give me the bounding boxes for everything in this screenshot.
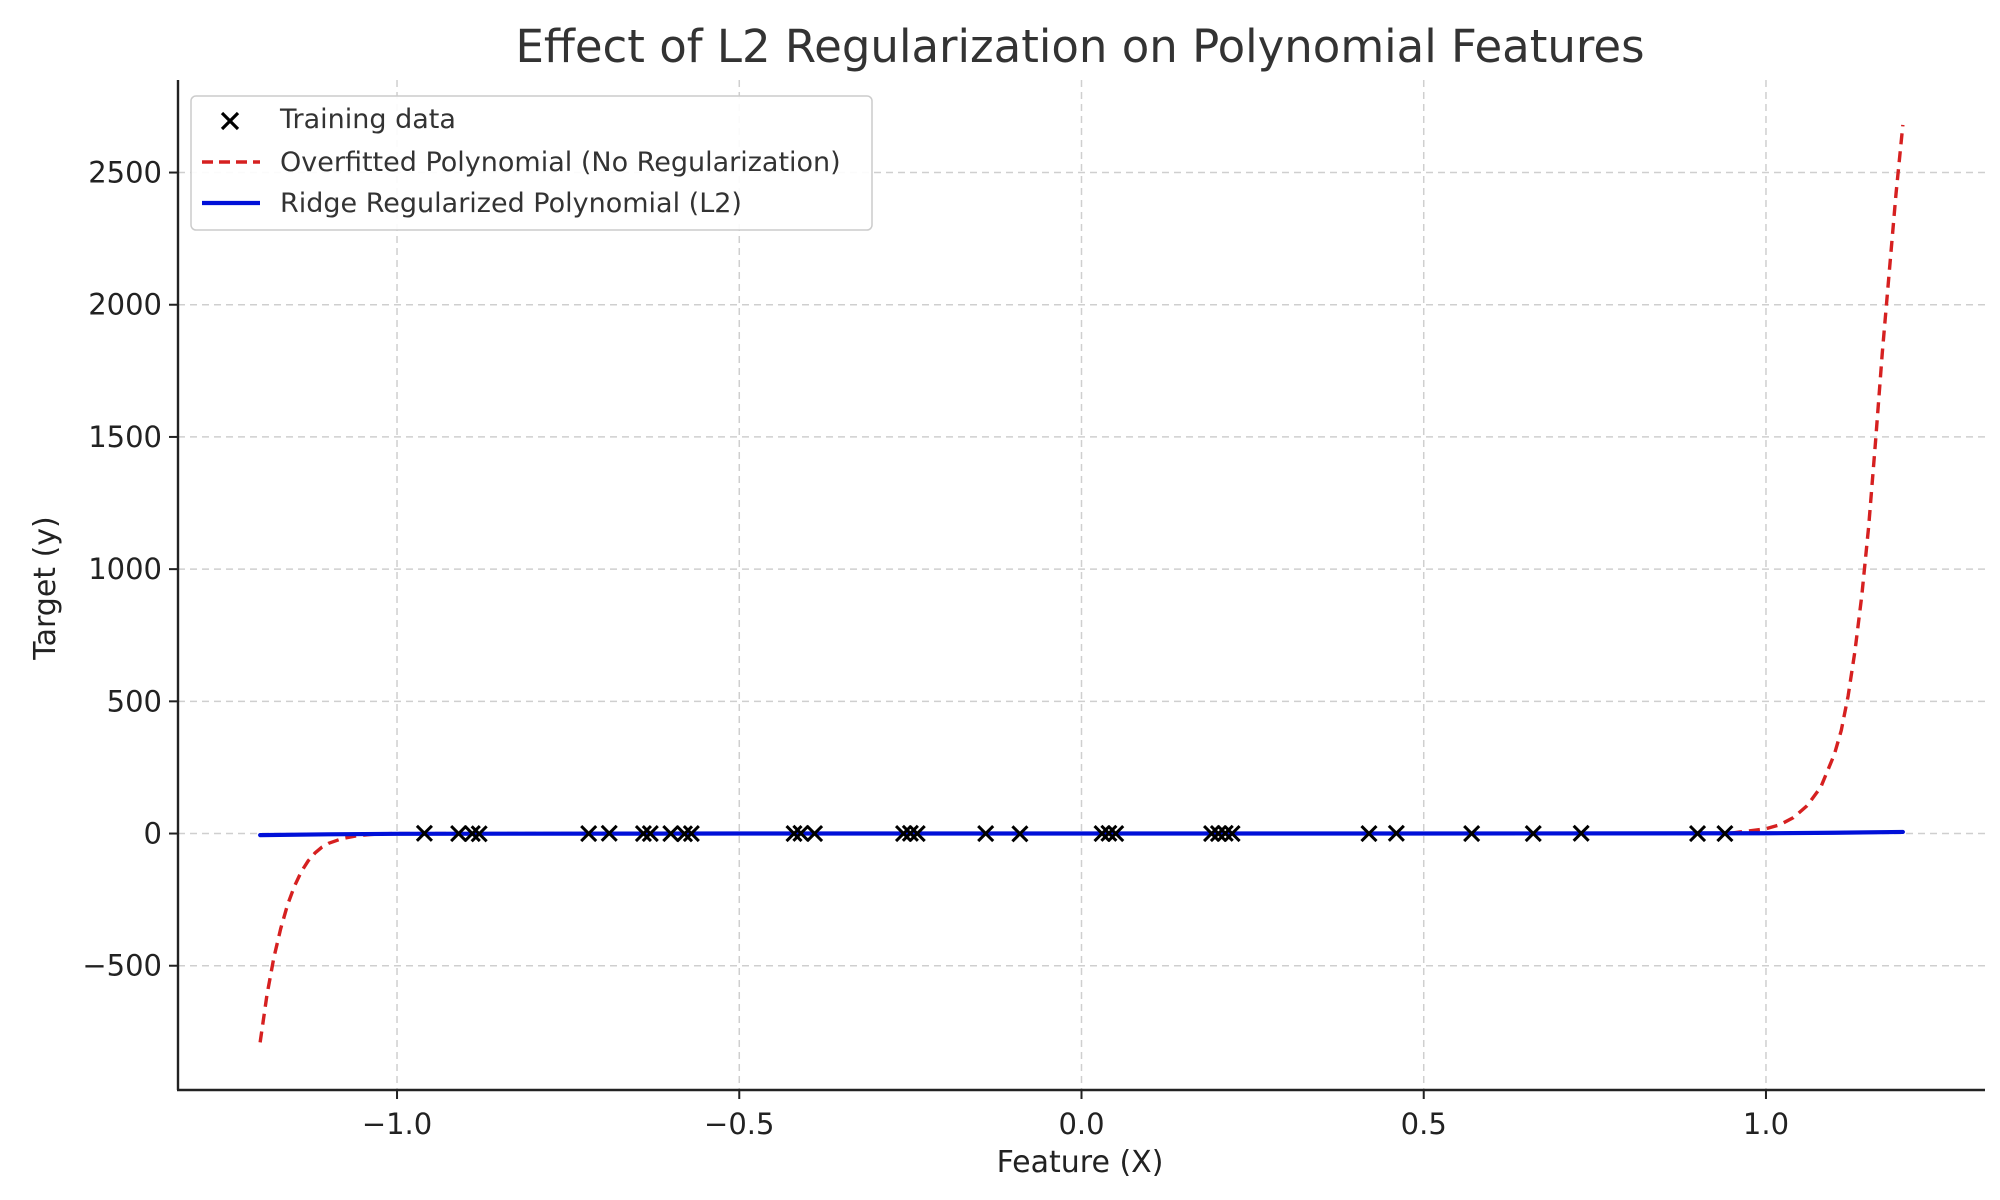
training-data-point — [901, 824, 919, 842]
plot-series — [258, 124, 1905, 1043]
legend-box — [190, 95, 873, 231]
training-data-point — [1202, 824, 1221, 843]
y-tick-label: 0 — [144, 817, 162, 851]
training-data-point — [1387, 824, 1405, 842]
training-data-point — [792, 824, 810, 842]
y-tick-label: 500 — [107, 684, 162, 718]
y-tick-label: 1000 — [88, 552, 162, 586]
training-data-point — [1360, 824, 1378, 843]
training-data-point — [662, 824, 680, 843]
training-data-point — [641, 824, 659, 843]
legend-label: Overfitted Polynomial (No Regularization… — [280, 147, 841, 178]
training-data-point — [415, 824, 433, 842]
x-tick-label: −0.5 — [704, 1107, 774, 1141]
training-data-point — [600, 824, 618, 842]
training-data-point — [682, 824, 700, 843]
legend-marker-x — [220, 111, 240, 131]
training-data-point — [1093, 824, 1111, 843]
y-axis-label: Target (y) — [28, 516, 63, 661]
training-data-point — [908, 824, 926, 843]
training-data-point — [894, 824, 913, 843]
y-tick-label: 2500 — [88, 156, 162, 190]
training-data-point — [1107, 824, 1125, 843]
training-data-point — [1216, 824, 1234, 842]
training-data-point — [1716, 824, 1734, 843]
training-data-point — [1011, 825, 1029, 843]
chart-title: Effect of L2 Regularization on Polynomia… — [515, 20, 1644, 73]
ticks: −1.0 −0.5 0.0 0.5 1.0 −500 0 500 1000 1500 2000 250… — [82, 156, 1789, 1141]
training-data-point — [1100, 824, 1118, 842]
training-data-point — [805, 824, 824, 843]
x-tick-label: −1.0 — [362, 1107, 432, 1141]
training-data-point — [1572, 824, 1590, 842]
x-tick-label: 1.0 — [1743, 1107, 1789, 1141]
y-tick-label: 2000 — [88, 288, 162, 322]
legend-label: Training data — [279, 104, 456, 135]
legend-item-training-data: Training data — [220, 104, 456, 135]
training-data-point — [675, 825, 694, 843]
training-data-point — [634, 824, 653, 843]
legend-item-ridge-polynomial: Ridge Regularized Polynomial (L2) — [202, 188, 742, 219]
x-axis-label: Feature (X) — [997, 1145, 1164, 1180]
legend-item-overfitted-polynomial: Overfitted Polynomial (No Regularization… — [202, 147, 841, 178]
training-data-point — [450, 824, 468, 843]
legend: Training data Overfitted Polynomial (No … — [190, 95, 873, 231]
training-data-point — [470, 825, 488, 843]
x-tick-label: 0.5 — [1401, 1107, 1447, 1141]
training-data-point — [1209, 824, 1227, 843]
training-data-point — [1688, 824, 1707, 843]
x-tick-label: 0.0 — [1058, 1107, 1104, 1141]
training-data-point — [977, 824, 995, 843]
training-data-point — [580, 824, 598, 843]
training-data-point — [1223, 824, 1241, 843]
training-data-point — [785, 824, 803, 843]
y-tick-label: −500 — [82, 949, 162, 983]
training-data-point — [463, 824, 481, 843]
ridge-polynomial-line — [258, 829, 1905, 838]
y-tick-label: 1500 — [88, 420, 162, 454]
training-data-point — [1524, 824, 1542, 843]
training-data-point — [1463, 824, 1481, 843]
legend-label: Ridge Regularized Polynomial (L2) — [280, 188, 742, 219]
